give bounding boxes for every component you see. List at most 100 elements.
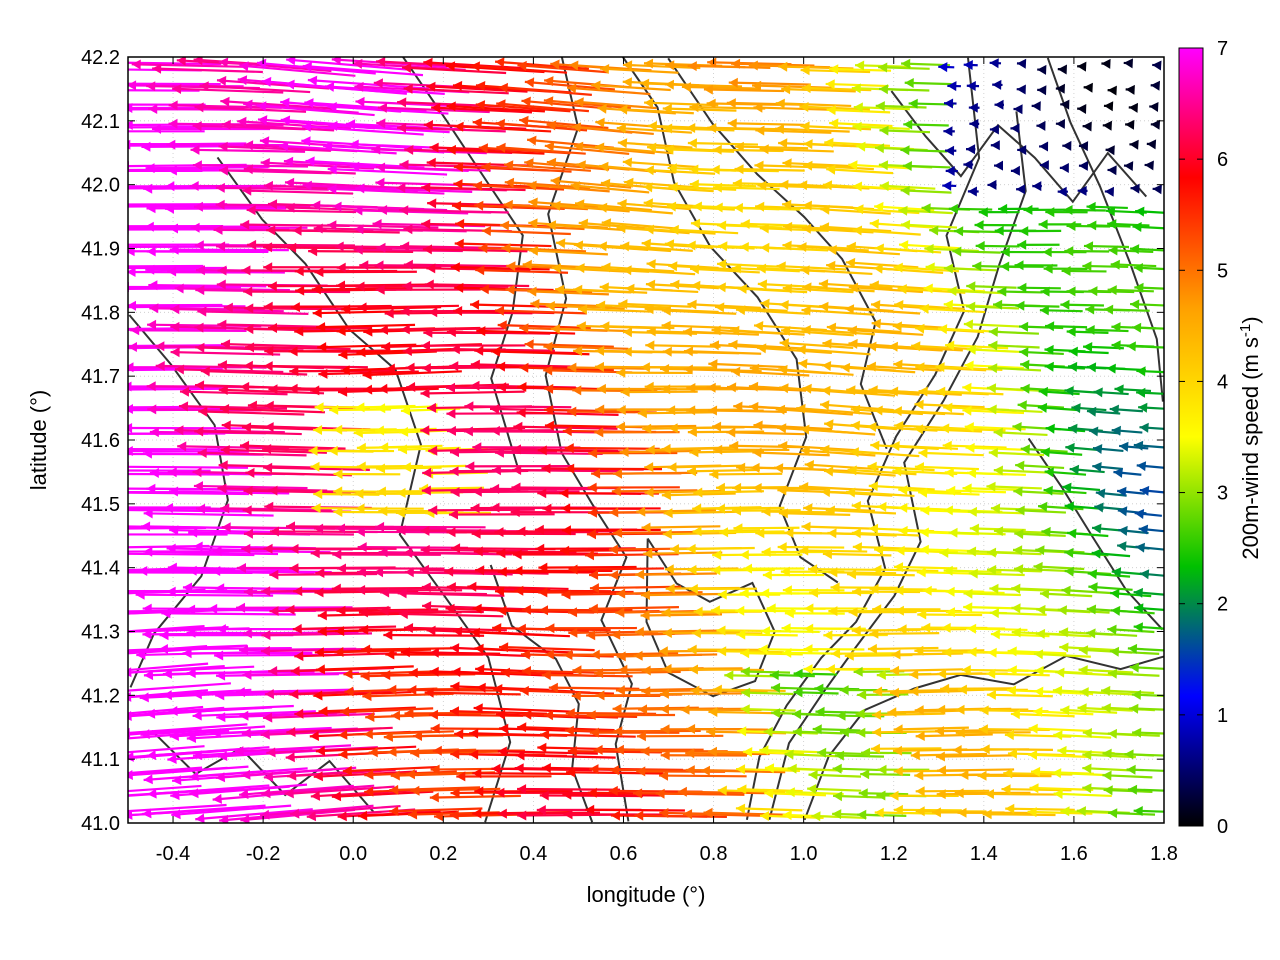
wind-vector-shaft [808, 567, 875, 571]
wind-vector-head [959, 770, 969, 780]
wind-vector-head [1041, 526, 1051, 537]
wind-vector-head [784, 608, 794, 619]
wind-vector-head [240, 814, 250, 823]
wind-vector [379, 442, 443, 453]
wind-vector-shaft [989, 611, 1047, 616]
wind-vector-head [1088, 582, 1098, 593]
wind-vector-head [1118, 525, 1128, 536]
wind-vector-head [70, 139, 79, 149]
wind-vector [403, 623, 507, 633]
wind-vector-shaft [846, 573, 915, 577]
wind-vector-head [514, 585, 524, 596]
wind-vector-head [69, 630, 78, 640]
wind-vector-head [887, 707, 897, 718]
wind-vector-head [568, 627, 578, 638]
wind-vector-head [78, 100, 87, 110]
wind-vector-head [978, 724, 988, 735]
wind-vector-shaft [215, 587, 337, 591]
wind-vector-head [990, 629, 1000, 640]
wind-vector-head [147, 788, 157, 799]
wind-vector-head [306, 811, 317, 822]
wind-vector-head [449, 706, 459, 717]
wind-vector [362, 691, 454, 702]
wind-vector-shaft [917, 613, 983, 617]
wind-vector [717, 785, 786, 796]
wind-vector-head [336, 523, 345, 534]
wind-vector-head [893, 804, 903, 815]
wind-vector [1135, 542, 1164, 553]
wind-vector-head [189, 788, 199, 799]
wind-vector-head [269, 569, 279, 580]
wind-vector-head [1006, 685, 1017, 696]
wind-vector [1133, 622, 1164, 633]
wind-vector-head [736, 764, 746, 775]
wind-vector-shaft [357, 545, 469, 550]
wind-vector-head [472, 603, 482, 614]
wind-vector-shaft [261, 632, 373, 637]
wind-vector-shaft [470, 631, 570, 638]
wind-vector-head [914, 705, 924, 716]
wind-vector-head [1087, 569, 1098, 580]
wind-vector-head [1028, 723, 1038, 734]
wind-vector-head [571, 690, 581, 701]
wind-vector [918, 487, 980, 498]
wind-vector-head [1101, 685, 1111, 696]
wind-vector-head [1133, 587, 1143, 598]
wind-vector-shaft [640, 613, 723, 617]
wind-vector-head [357, 567, 366, 578]
wind-vector [1129, 662, 1164, 673]
wind-vector [474, 643, 573, 654]
wind-vector-shaft [519, 689, 615, 695]
wind-vector-head [510, 507, 520, 518]
wind-vector [242, 505, 352, 516]
wind-vector-head [189, 771, 199, 782]
wind-vector-head [446, 527, 456, 538]
wind-vector [686, 724, 769, 734]
wind-vector [494, 447, 603, 458]
wind-vector-head [166, 586, 176, 597]
wind-vector [736, 629, 798, 640]
wind-vector-shaft [915, 789, 990, 793]
wind-vector [284, 785, 395, 799]
wind-vector [887, 707, 962, 718]
wind-vector [1010, 709, 1075, 720]
wind-vector-shaft [334, 648, 432, 654]
wind-vector-shaft [868, 484, 935, 491]
wind-vector-shaft [870, 747, 942, 750]
wind-vector-head [711, 565, 721, 576]
wind-vector [993, 465, 1049, 476]
wind-vector [589, 727, 680, 738]
wind-vector-head [616, 588, 626, 599]
wind-vector [239, 440, 346, 451]
wind-vector-head [294, 708, 304, 719]
wind-vector-head [379, 442, 389, 453]
wind-vector-head [470, 627, 480, 638]
wind-vector-head [851, 625, 861, 636]
wind-vector-head [980, 744, 990, 755]
wind-vector-head [515, 750, 525, 761]
wind-vector-shaft [1053, 733, 1112, 739]
wind-vector-head [918, 487, 928, 498]
wind-vector [287, 768, 396, 781]
wind-vector [356, 585, 463, 595]
wind-vector-head [817, 747, 827, 758]
wind-vector-head [521, 666, 531, 676]
wind-vector-shaft [389, 807, 483, 813]
wind-vector-head [638, 704, 648, 715]
wind-vector-shaft [736, 633, 798, 637]
wind-vector-shaft [872, 712, 945, 717]
wind-vector-shaft [263, 364, 368, 369]
wind-vector-head [831, 648, 841, 659]
wind-vector-shaft [948, 531, 1006, 536]
wind-vector [561, 525, 661, 536]
wind-vector [793, 668, 838, 679]
wind-vector-head [75, 611, 84, 621]
wind-vector-head [396, 487, 406, 498]
wind-vector-head [143, 508, 153, 519]
wind-vector-head [739, 588, 749, 599]
wind-vector-head [208, 603, 218, 614]
wind-vector-head [128, 139, 131, 150]
wind-vector [1060, 705, 1118, 716]
wind-vector [594, 668, 681, 679]
wind-vector-head [804, 603, 814, 614]
